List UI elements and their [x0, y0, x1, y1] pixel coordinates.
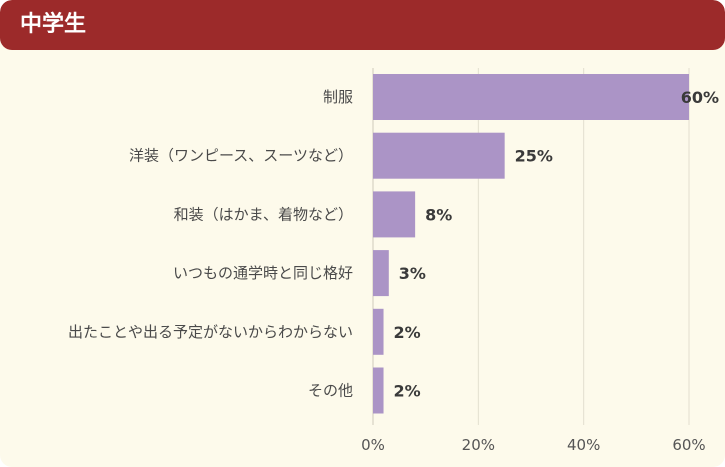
- bar: [373, 367, 384, 414]
- data-label: 3%: [399, 264, 426, 283]
- chart-heading: 中学生: [20, 12, 87, 37]
- x-tick-label: 20%: [462, 436, 495, 454]
- bar: [373, 191, 416, 238]
- x-tick-label: 40%: [567, 436, 600, 454]
- data-label: 2%: [394, 382, 421, 401]
- header-bar: 中学生: [0, 0, 725, 50]
- bar: [373, 132, 505, 179]
- category-label: その他: [308, 382, 353, 400]
- category-label: 制服: [323, 88, 353, 106]
- x-tick-label: 60%: [672, 436, 705, 454]
- category-label: 洋装（ワンピース、スーツなど）: [129, 147, 353, 165]
- bar: [373, 250, 389, 297]
- bar: [373, 308, 384, 355]
- data-label: 60%: [681, 88, 719, 107]
- bar: [373, 74, 689, 120]
- data-label: 25%: [515, 147, 553, 166]
- category-label: 和装（はかま、着物など）: [174, 205, 353, 223]
- category-label: 出たことや出る予定がないからわからない: [68, 323, 353, 341]
- data-label: 8%: [425, 205, 452, 224]
- data-label: 2%: [394, 323, 421, 342]
- x-tick-label: 0%: [361, 436, 385, 454]
- category-label: いつもの通学時と同じ格好: [173, 264, 353, 282]
